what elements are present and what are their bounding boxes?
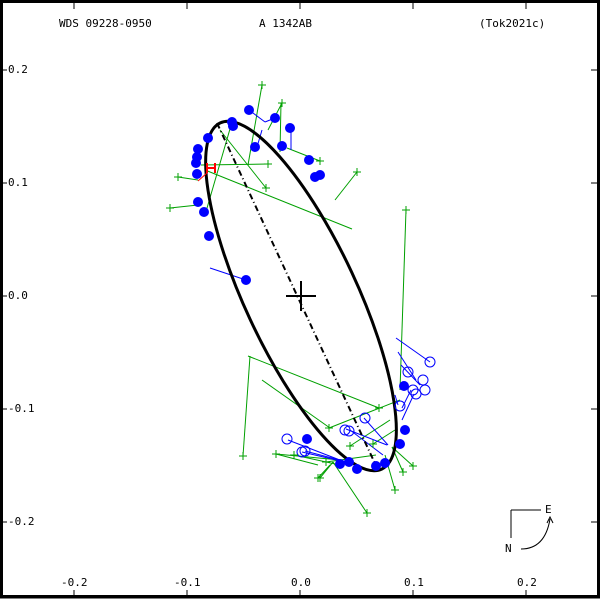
x-tick-label: 0.0 — [291, 576, 311, 589]
primary-star-cross — [286, 281, 316, 311]
epoch-marker — [197, 163, 216, 182]
y-tick-label: -0.1 — [8, 402, 35, 415]
y-axis-ticks — [3, 69, 597, 523]
y-tick-label: 0.0 — [8, 289, 28, 302]
x-tick-label: -0.2 — [61, 576, 88, 589]
y-tick-label: 0.2 — [8, 63, 28, 76]
x-tick-label: 0.2 — [517, 576, 537, 589]
orbit-ellipse — [204, 119, 398, 473]
x-axis-ticks — [73, 3, 527, 596]
compass-north-label: N — [505, 542, 512, 555]
plus-measures — [166, 81, 417, 517]
open-measures — [281, 356, 436, 458]
reference-label: (Tok2021c) — [479, 17, 546, 30]
discoverer-label: A 1342AB — [259, 17, 312, 30]
compass-east-label: E — [545, 503, 552, 516]
x-tick-label: 0.1 — [404, 576, 424, 589]
y-tick-label: -0.2 — [8, 515, 35, 528]
filled-measures — [191, 105, 410, 474]
y-tick-label: 0.1 — [8, 176, 28, 189]
x-tick-label: -0.1 — [174, 576, 201, 589]
compass-icon — [510, 509, 554, 550]
wds-id-label: WDS 09228-0950 — [59, 17, 152, 30]
